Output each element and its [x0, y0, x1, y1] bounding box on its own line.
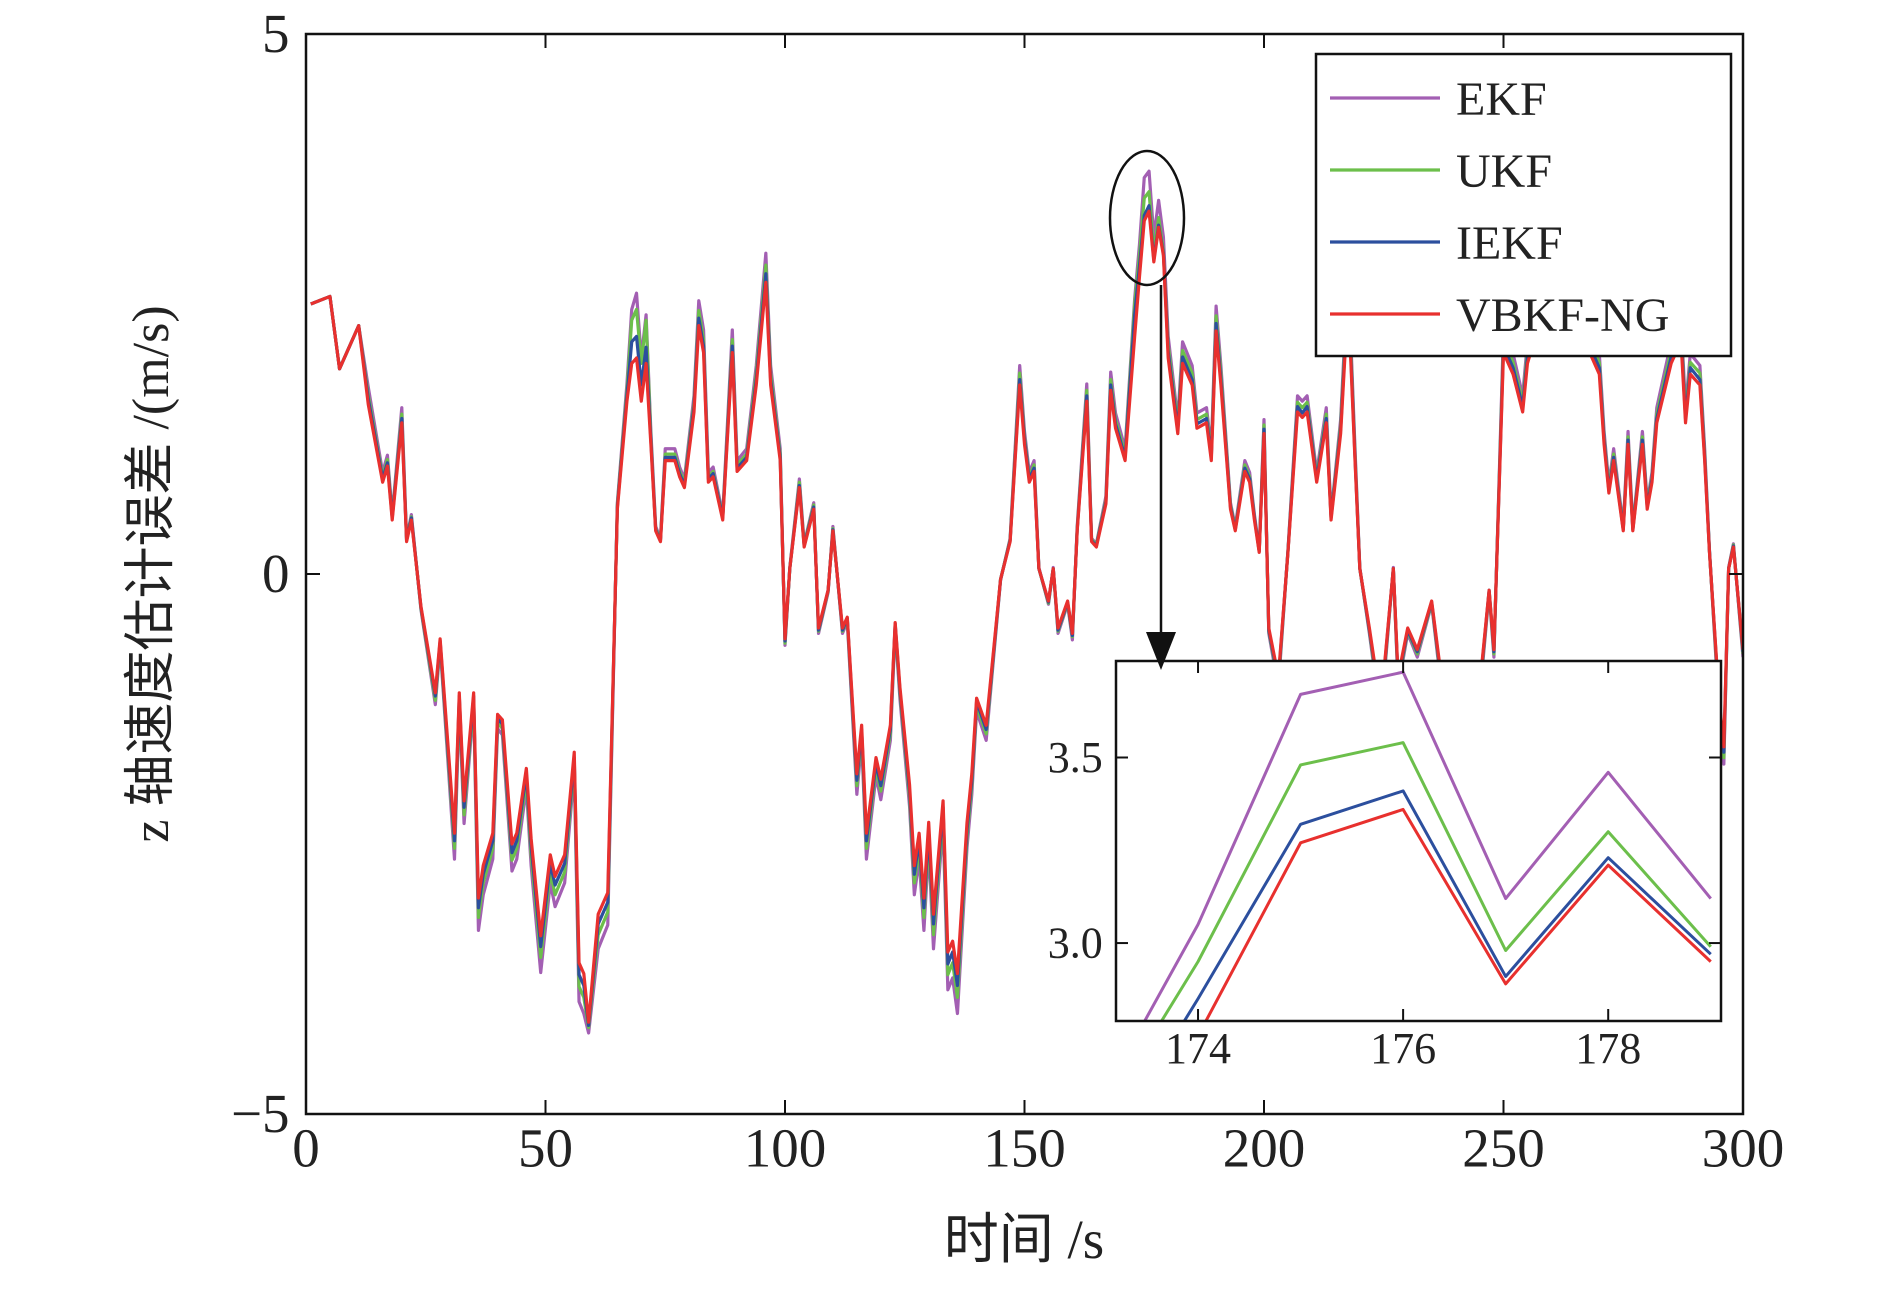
- zoom-ellipse: [1108, 149, 1186, 287]
- x-tick-label: 174: [1165, 1024, 1231, 1073]
- x-tick-label: 178: [1575, 1024, 1641, 1073]
- series-line: [310, 209, 1743, 1024]
- series-line: [1182, 789, 1712, 1021]
- inset-background: [1116, 661, 1721, 1021]
- main-plot: 0 50 100 150 200 250 300−505: [231, 3, 1784, 1178]
- legend-box: [1314, 52, 1733, 358]
- y-tick-label: 0: [262, 543, 290, 604]
- x-tick-label: 300: [1702, 1117, 1785, 1178]
- y-axis-label: z 轴速度估计误差 /(m/s): [123, 305, 180, 842]
- y-tick-label: 3.0: [1048, 919, 1103, 968]
- legend-label: VBKF-NG: [1456, 289, 1669, 342]
- x-tick-label: 250: [1462, 1117, 1545, 1178]
- legend-label: IEKF: [1456, 217, 1563, 270]
- legend: EKF UKF IEKF VBKF-NG: [1314, 52, 1733, 358]
- y-tick-label: −5: [231, 1083, 290, 1144]
- x-tick-label: 150: [983, 1117, 1066, 1178]
- x-tick-label: 0: [292, 1117, 320, 1178]
- x-tick-label: 176: [1370, 1024, 1436, 1073]
- x-tick-label: 200: [1223, 1117, 1306, 1178]
- zoom-annotation: [1108, 149, 1186, 670]
- legend-label: EKF: [1456, 73, 1547, 126]
- inset-plot: 174 176 178 3.0 3.5: [1048, 659, 1723, 1073]
- x-tick-label: 100: [744, 1117, 827, 1178]
- x-axis-label: 时间 /s: [944, 1209, 1104, 1270]
- plot-frame: [1114, 659, 1723, 1023]
- series-line: [1159, 741, 1712, 1021]
- x-tick-label: 50: [518, 1117, 573, 1178]
- zoom-arrowhead: [1146, 632, 1176, 670]
- series-line: [1204, 807, 1712, 1021]
- y-tick-label: 5: [262, 3, 290, 64]
- legend-label: UKF: [1456, 145, 1552, 198]
- y-tick-label: 3.5: [1048, 733, 1103, 782]
